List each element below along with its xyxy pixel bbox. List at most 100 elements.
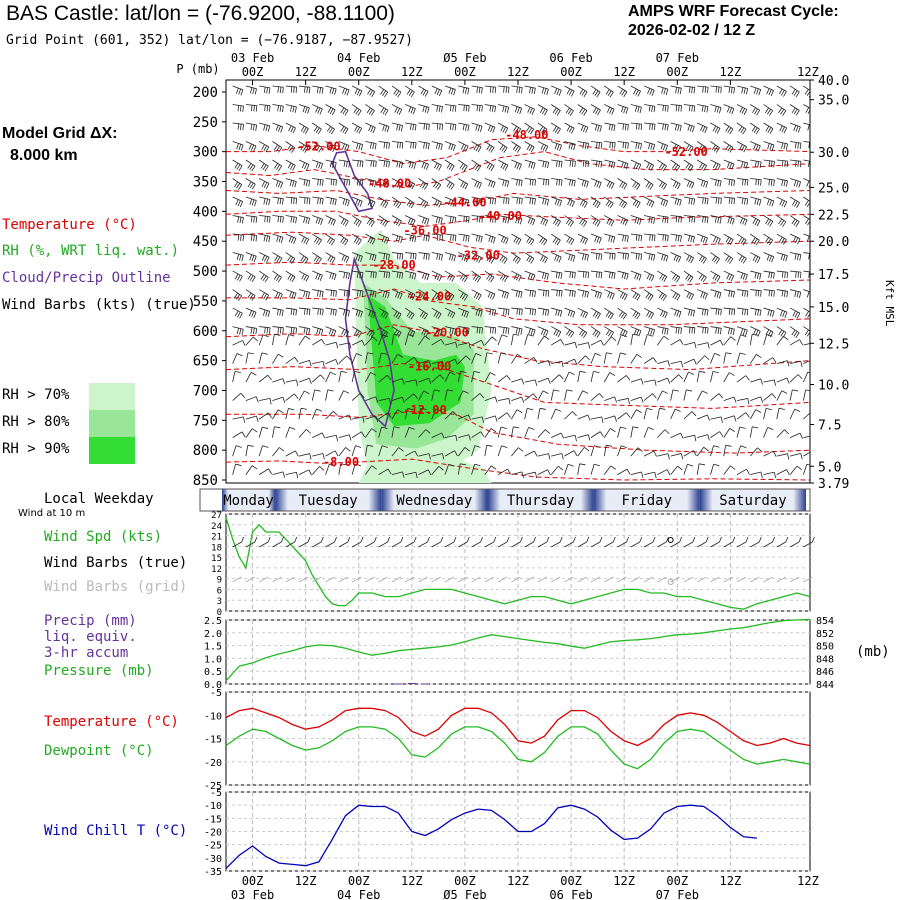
wind-barb-flag (242, 340, 246, 347)
wind-barb-shaft (298, 141, 309, 148)
wind-barb-flag (450, 165, 455, 172)
wind-barb-flag (318, 162, 321, 169)
wind-barb-flag (243, 416, 246, 423)
wind-barb-flag (256, 415, 259, 422)
wind-barb-flag (434, 162, 438, 169)
wind-barb-flag (395, 312, 400, 318)
wind-barb-shaft (298, 390, 305, 401)
wind-barb-flag (249, 164, 254, 170)
wind-barb-flag (374, 181, 377, 188)
wind-barb (245, 122, 258, 131)
wind-barb-flag (347, 200, 350, 207)
wind-barb-flag (360, 144, 364, 151)
wind-barb (338, 463, 347, 475)
wind-barb (312, 338, 326, 346)
wind-barb (365, 289, 377, 298)
pressure-tick-label: 800 (193, 443, 218, 459)
wind-barb (312, 453, 325, 460)
wind-barb-flag (438, 217, 441, 224)
wind-barb-flag (420, 292, 425, 299)
wind-barb-flag (410, 107, 414, 114)
wind-barb-flag (313, 255, 318, 262)
forecast-cycle-value: 2026-02-02 / 12 Z (628, 22, 756, 39)
wind-barb-flag (296, 472, 299, 479)
wind-barb-flag (277, 181, 281, 188)
wind-barb-flag (438, 164, 442, 171)
model-grid-label: Model Grid ΔX: (2, 125, 118, 142)
wind-barb-flag (282, 397, 286, 403)
temperature-contour-label: -52.00 (297, 139, 340, 153)
wind-barb-shaft (258, 412, 269, 420)
wind-barb-flag (300, 255, 305, 262)
wind-barb-shaft (272, 159, 282, 167)
wind-barb (365, 336, 378, 346)
wind-barb (351, 445, 362, 457)
wind-barb (311, 389, 321, 401)
wind-barb (351, 339, 365, 346)
wind-barb (298, 360, 312, 367)
wind-barb-shaft (285, 141, 296, 149)
wind-barb-flag (235, 199, 239, 206)
wind-barb-flag (384, 181, 388, 188)
wind-barb-flag (266, 327, 269, 334)
wind-barb-shaft (259, 398, 271, 402)
wind-barb-flag (241, 255, 244, 262)
time-tick-label-bottom: 00Z (348, 874, 370, 888)
wind-barb-shaft (418, 429, 427, 438)
wind-barb-flag (367, 444, 374, 447)
wind-barb (404, 85, 415, 98)
wind-barb-shaft (391, 159, 403, 163)
wind-barb-flag (814, 435, 815, 441)
date-label-top: 03 Feb (231, 51, 274, 65)
wind-barb-flag (370, 126, 374, 133)
wind-barb-shaft (351, 85, 363, 92)
wind-barb-shaft (418, 141, 430, 144)
wind-barb (272, 178, 284, 189)
wind-barb-flag (239, 217, 242, 224)
wind-barb-flag (277, 125, 281, 132)
wind-barb-flag (234, 310, 239, 317)
wind-barb-flag (319, 308, 322, 316)
wind-barb-shaft (418, 307, 428, 315)
wind-barb-flag (276, 309, 279, 316)
wind-barb-flag (434, 199, 438, 206)
wind-barb-flag (813, 359, 815, 364)
wind-barb-shaft (272, 396, 284, 401)
wind-barb-flag (424, 218, 427, 225)
wind-barb-flag (329, 463, 336, 467)
wind-barb-flag (251, 183, 256, 190)
wind-barb-shaft (258, 374, 269, 383)
wind-barb-flag (274, 333, 281, 336)
wind-barb (272, 85, 284, 94)
wind-barb (351, 85, 363, 97)
wind-barb (285, 426, 296, 438)
wind-barb-flag (368, 331, 373, 337)
wind-barb-shaft (232, 252, 244, 256)
wind-barb-flag (398, 124, 401, 131)
wind-barb-flag (319, 466, 325, 471)
wind-barb-flag (277, 293, 281, 299)
wind-barb-flag (397, 202, 402, 209)
wind-barb-flag (319, 275, 323, 281)
wind-barb (391, 215, 402, 227)
wind-barb-flag (360, 256, 363, 263)
wind-barb-flag (383, 237, 387, 244)
height-tick-label: 22.5 (818, 208, 849, 223)
temperature-contour-label: -20.00 (426, 326, 469, 340)
wind-barb-flag (357, 310, 361, 317)
wind-barb-flag (428, 453, 431, 460)
wind-barb-shaft (352, 178, 364, 181)
wind-barb-shaft (378, 233, 389, 239)
wind-barb-flag (412, 253, 415, 260)
wind-barb-flag (438, 143, 441, 150)
wind-barb-flag (277, 105, 279, 112)
wind-barb (245, 352, 254, 364)
wind-barb-flag (399, 142, 401, 149)
wind-barb-flag (303, 274, 307, 281)
wind-barb-flag (332, 146, 336, 152)
wind-barb-flag (317, 128, 322, 135)
wind-barb-flag (386, 238, 390, 244)
wind-barb-flag (269, 105, 271, 112)
wind-barb-flag (303, 290, 306, 297)
wind-barb (312, 122, 322, 135)
